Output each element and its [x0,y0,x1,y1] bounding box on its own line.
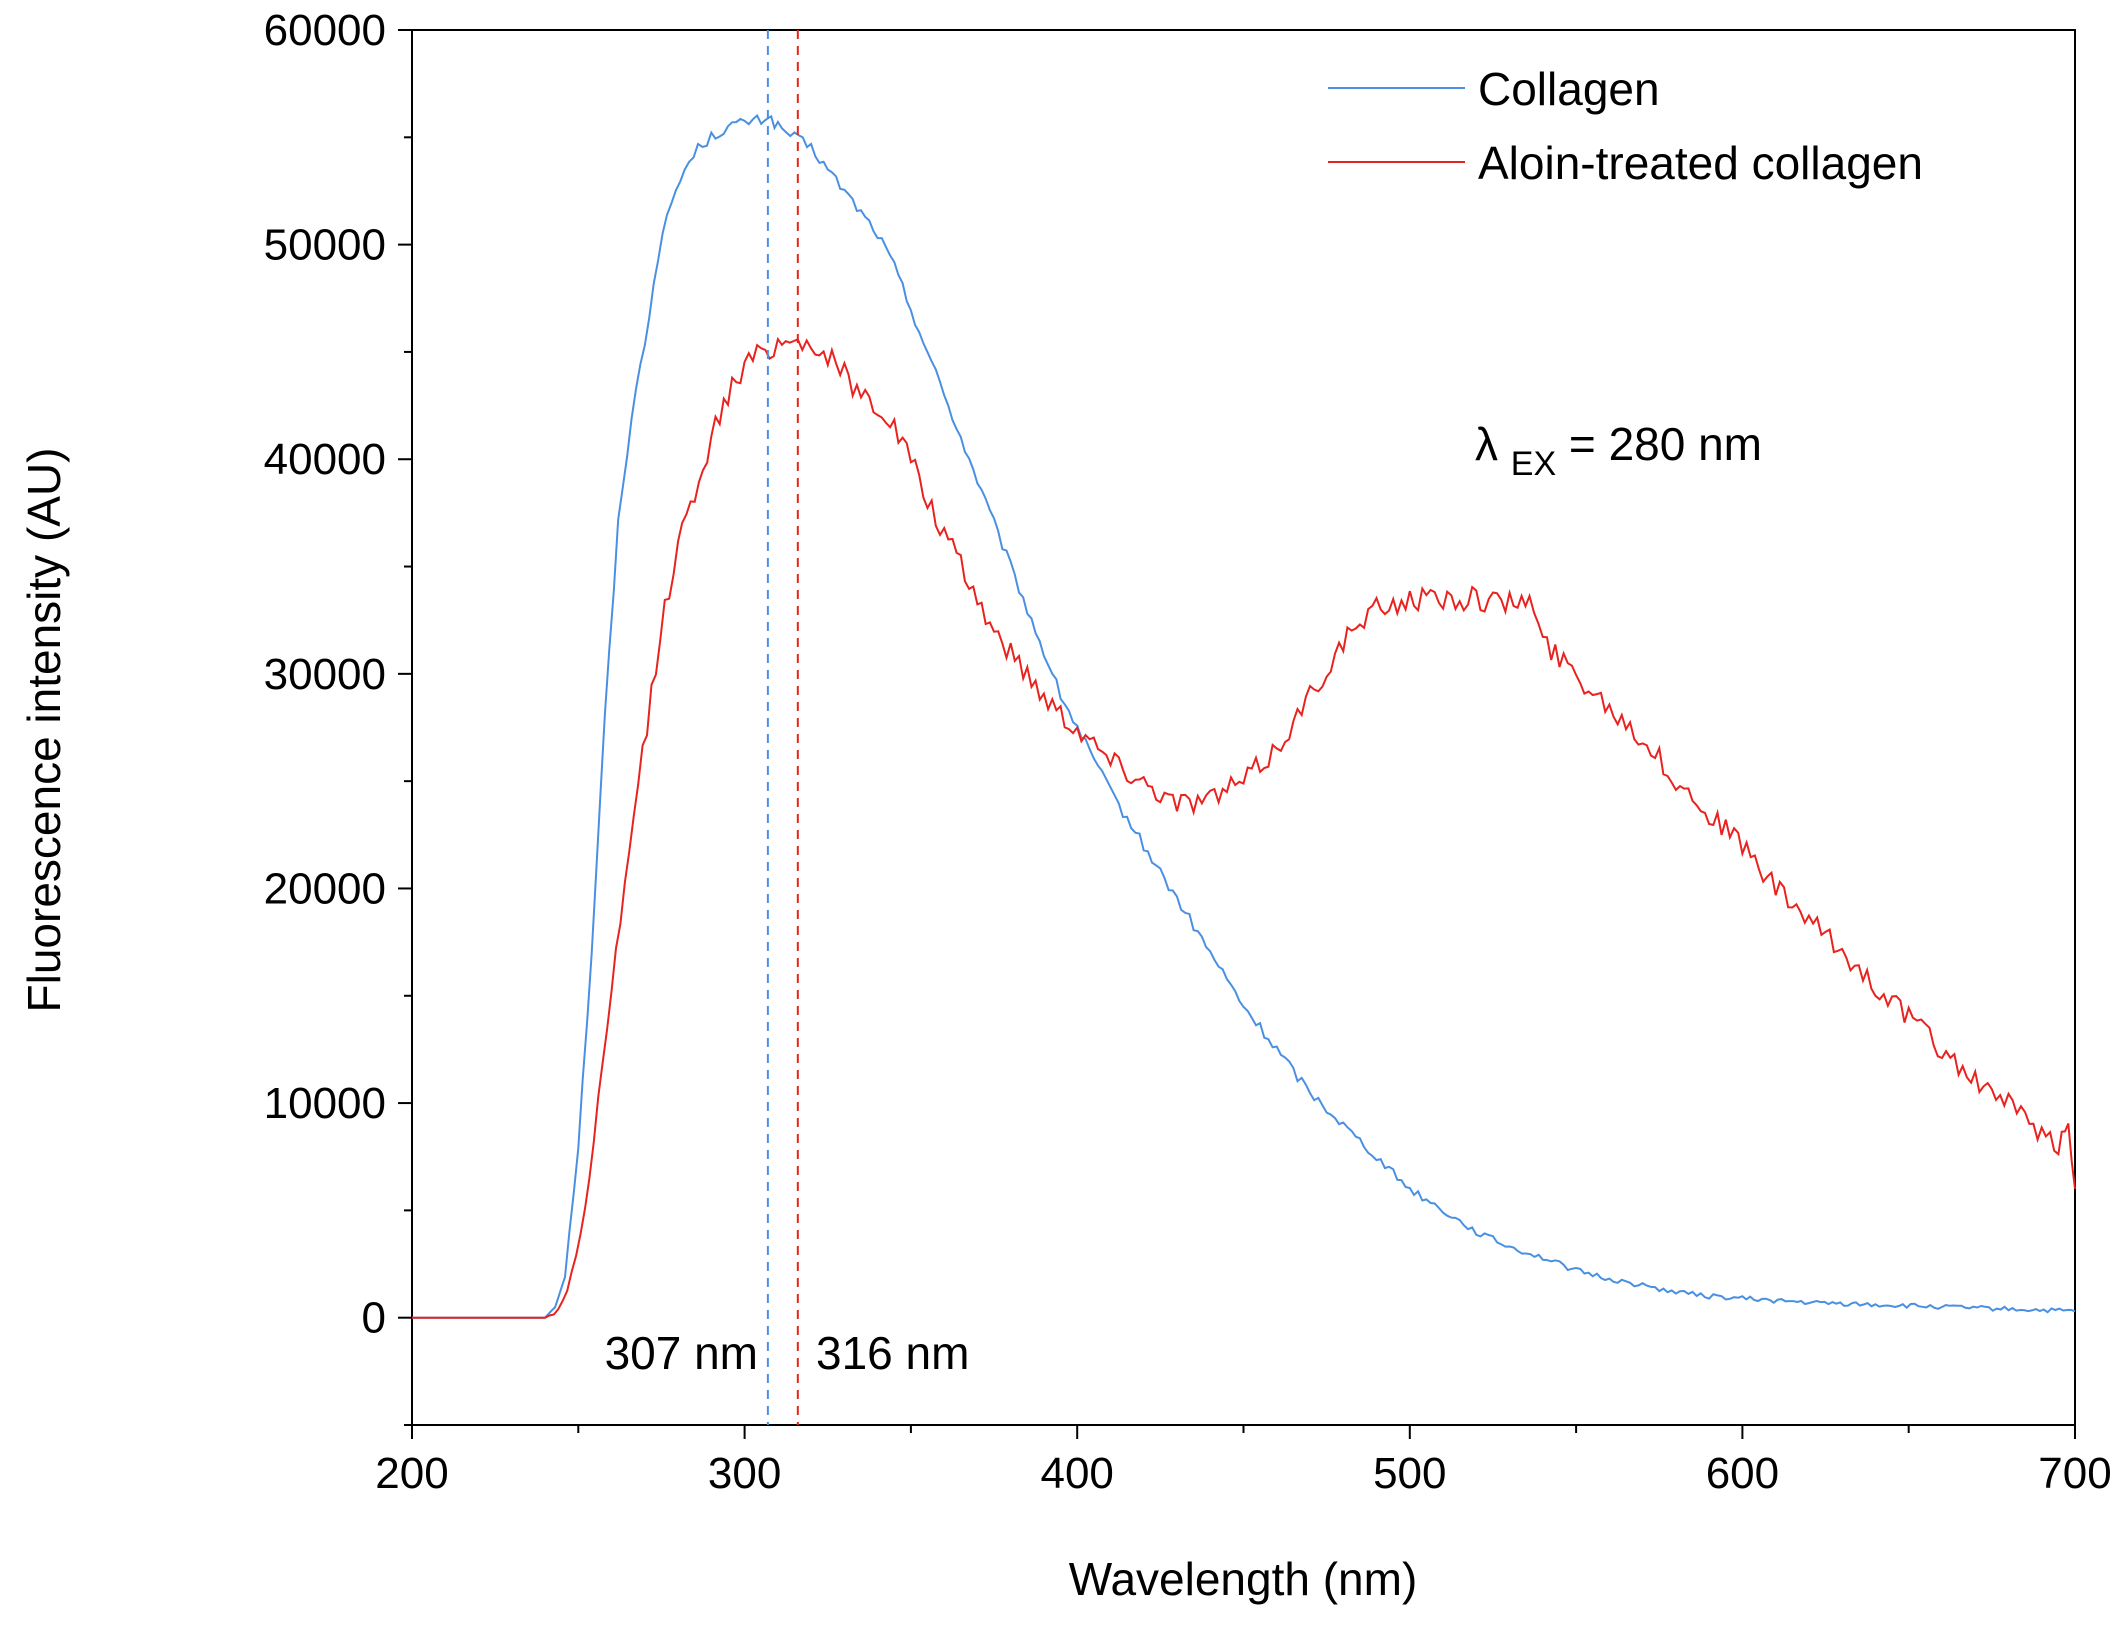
series-line-aloin-treated-collagen [412,336,2076,1319]
x-tick-label: 300 [708,1449,781,1498]
y-tick-label: 0 [362,1294,386,1343]
y-tick-label: 40000 [264,435,386,484]
series-layer [412,113,2076,1319]
y-tick-label: 30000 [264,650,386,699]
x-tick-label: 500 [1373,1449,1446,1498]
excitation-value: = 280 nm [1569,418,1762,470]
peak-label-307: 307 nm [605,1327,758,1379]
peak-markers [766,30,799,1425]
axis-ticks: 200 300 400 500 600 700 0 10000 20000 30000 40000 5… [264,6,2112,1498]
x-tick-label: 600 [1706,1449,1779,1498]
legend: Collagen Aloin-treated collagen [1328,63,1923,189]
excitation-annotation: λ EX = 280 nm [1475,418,1762,485]
y-tick-label: 10000 [264,1079,386,1128]
lambda-symbol: λ [1475,418,1498,470]
x-axis-title: Wavelength (nm) [1069,1553,1418,1605]
series-line-collagen [412,113,2076,1319]
y-tick-label: 50000 [264,221,386,270]
y-tick-label: 60000 [264,6,386,55]
y-axis-title: Fluorescence intensity (AU) [18,448,70,1013]
legend-label-aloin: Aloin-treated collagen [1478,137,1923,189]
y-tick-label: 20000 [264,864,386,913]
lambda-subscript: EX [1511,445,1556,483]
x-tick-label: 200 [375,1449,448,1498]
x-tick-label: 700 [2038,1449,2111,1498]
peak-label-316: 316 nm [816,1327,969,1379]
legend-label-collagen: Collagen [1478,63,1660,115]
x-tick-label: 400 [1040,1449,1113,1498]
